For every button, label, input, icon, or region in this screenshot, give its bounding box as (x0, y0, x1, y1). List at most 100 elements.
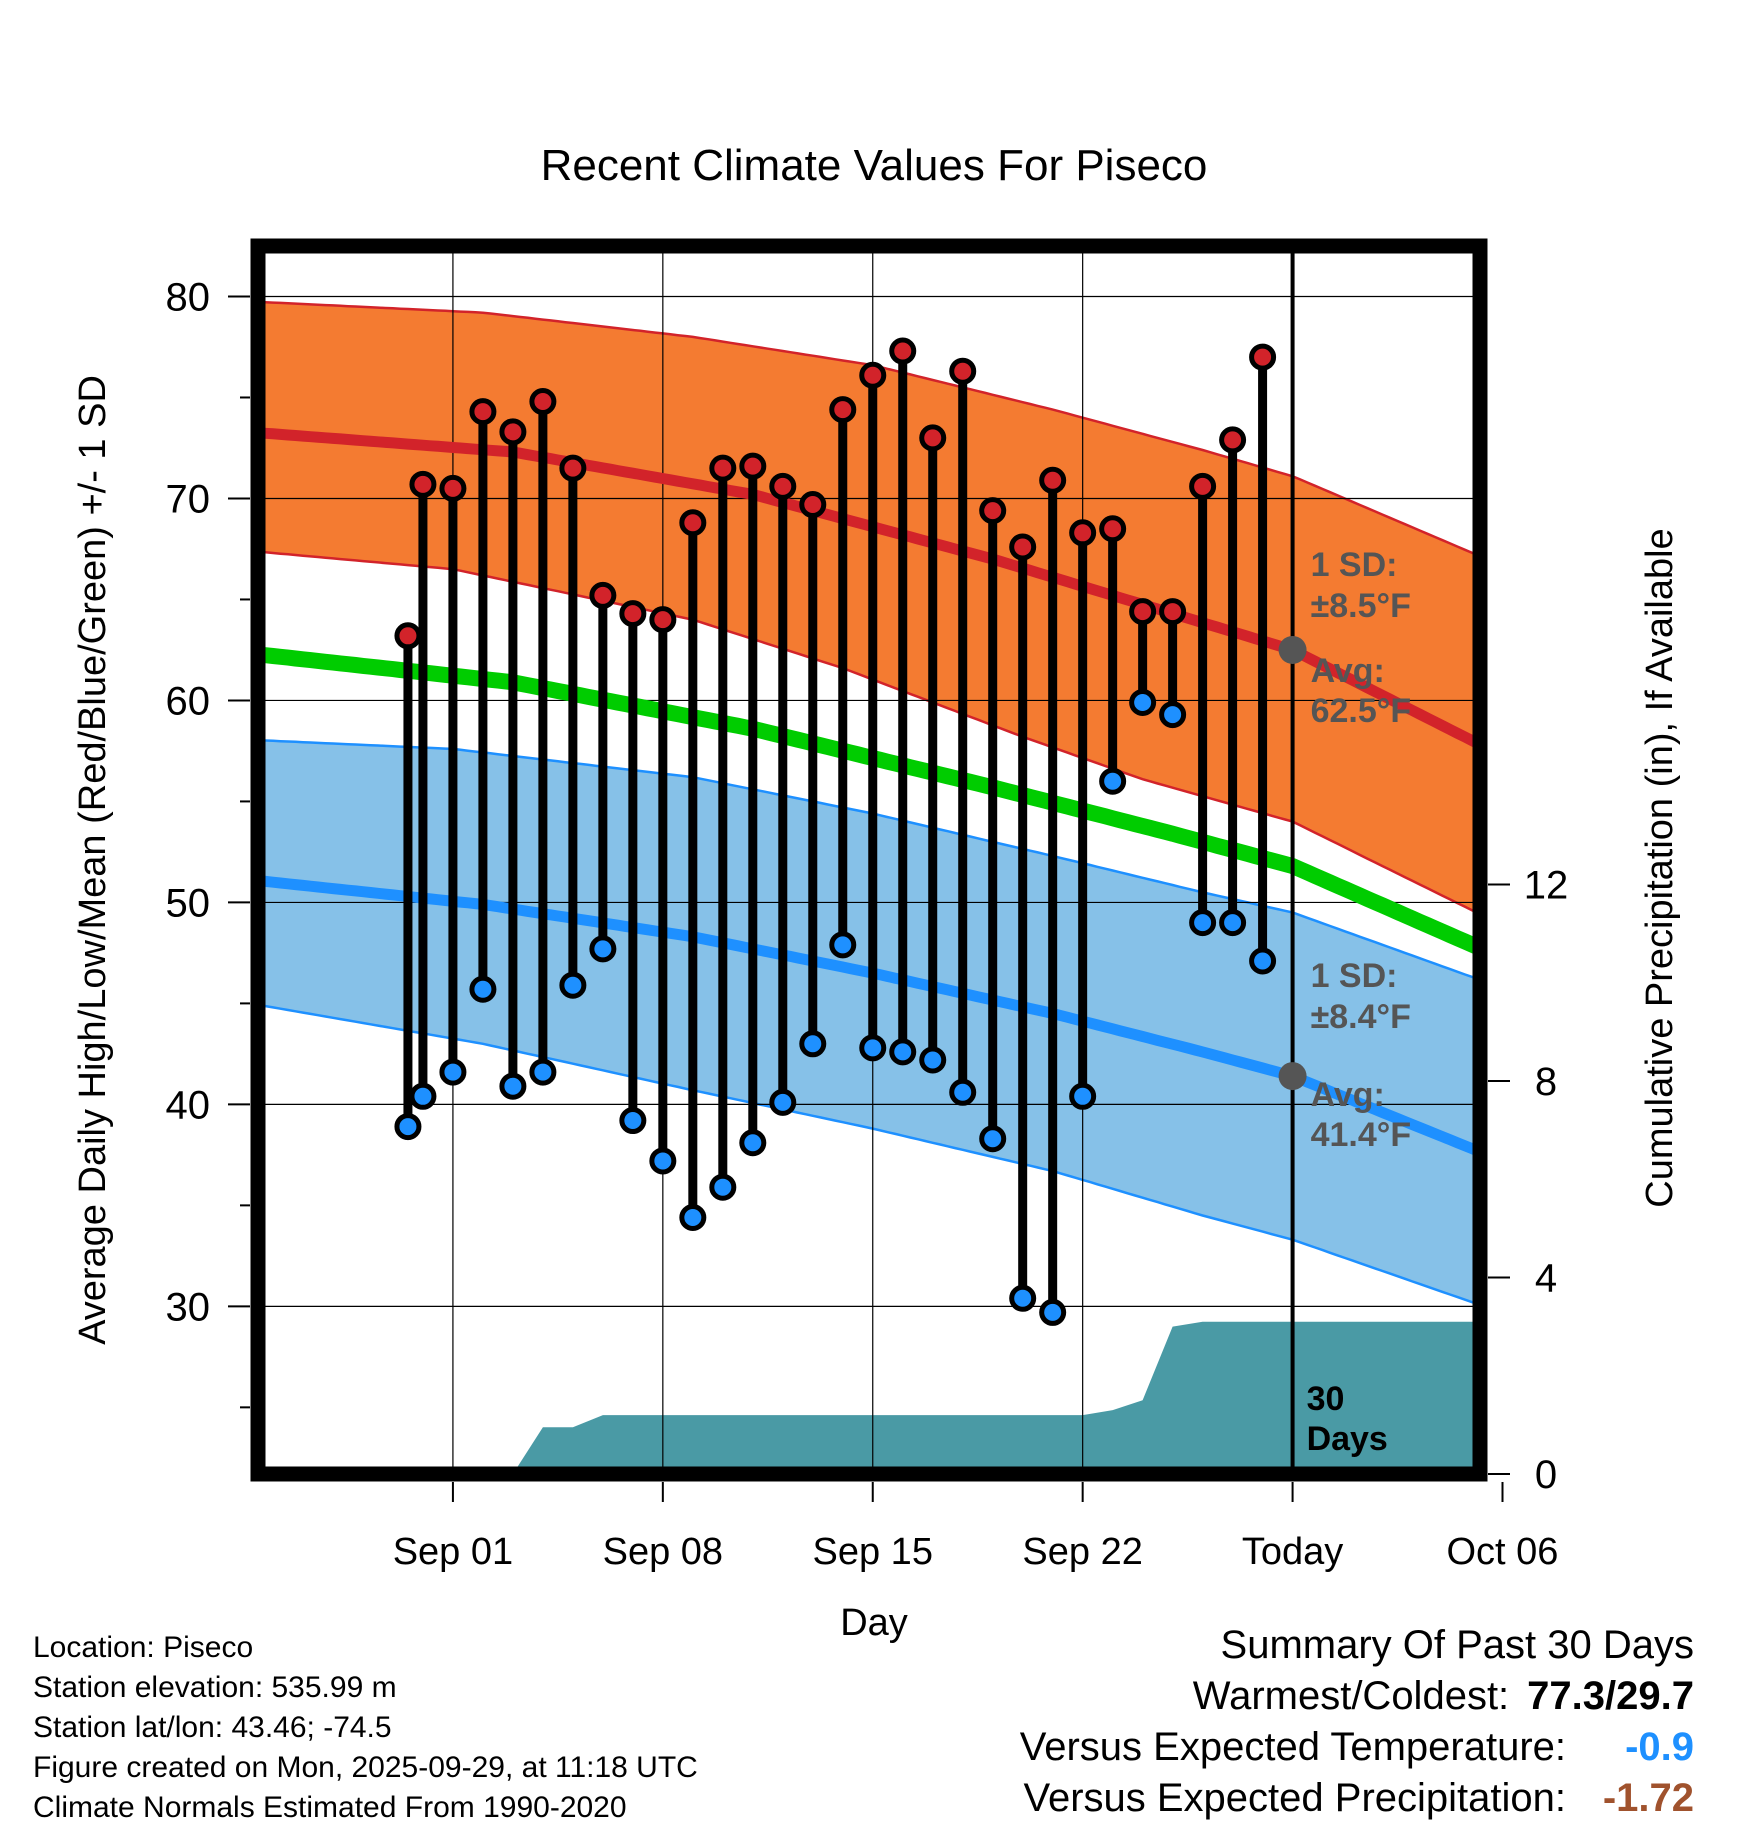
x-tick-label: Today (1242, 1531, 1343, 1573)
temp-value: -0.9 (1625, 1725, 1694, 1769)
low-marker (799, 1030, 827, 1058)
x-tick-label: Sep 15 (813, 1531, 933, 1573)
low-marker (679, 1203, 707, 1231)
high-marker (1009, 533, 1037, 561)
high-marker (1129, 598, 1157, 626)
high-marker (394, 622, 422, 650)
y-tick-label: 50 (166, 881, 211, 925)
high-marker (889, 337, 917, 365)
high-marker (679, 509, 707, 537)
low-marker (619, 1107, 647, 1135)
y-axis-label: Average Daily High/Low/Mean (Red/Blue/Gr… (72, 375, 114, 1345)
created-text: Figure created on Mon, 2025-09-29, at 11… (33, 1751, 698, 1784)
high-sd-value: ±8.5°F (1311, 587, 1411, 625)
low-avg-value: 41.4°F (1311, 1116, 1412, 1154)
chart-title: Recent Climate Values For Piseco (541, 141, 1208, 190)
high-marker (919, 424, 947, 452)
y2-tick-label: 0 (1535, 1453, 1557, 1497)
high-avg-label: Avg: (1311, 652, 1385, 690)
high-marker (439, 474, 467, 502)
summary-warm-cold-row: Warmest/Coldest: 77.3/29.7 (1020, 1671, 1694, 1722)
high-avg-today-marker (1278, 635, 1307, 664)
high-marker (649, 606, 677, 634)
low-avg-label: Avg: (1311, 1076, 1385, 1114)
low-marker (739, 1129, 767, 1157)
low-marker (889, 1038, 917, 1066)
y2-tick-label: 8 (1535, 1060, 1557, 1104)
station-info: Location: Piseco Station elevation: 535.… (33, 1628, 698, 1828)
x-tick-label: Sep 22 (1022, 1531, 1142, 1573)
low-marker (499, 1072, 527, 1100)
high-marker (589, 581, 617, 609)
summary-title: Summary Of Past 30 Days (1220, 1623, 1694, 1667)
low-marker (769, 1088, 797, 1116)
low-marker (859, 1034, 887, 1062)
high-marker (619, 600, 647, 628)
high-marker (739, 452, 767, 480)
x-tick-label: Sep 08 (603, 1531, 723, 1573)
precip-label: Versus Expected Precipitation: (1023, 1776, 1566, 1820)
low-marker (709, 1173, 737, 1201)
high-marker (1099, 515, 1127, 543)
low-marker (394, 1113, 422, 1141)
warm-cold-value: 77.3/29.7 (1527, 1674, 1694, 1718)
x-tick-label: Sep 01 (393, 1531, 513, 1573)
high-marker (1219, 426, 1247, 454)
y-tick-label: 30 (166, 1285, 211, 1329)
high-marker (829, 396, 857, 424)
high-marker (469, 398, 497, 426)
high-marker (769, 472, 797, 500)
high-marker (979, 497, 1007, 525)
warm-cold-label: Warmest/Coldest: (1192, 1674, 1510, 1718)
y2-axis-label: Cumulative Precipitation (in), If Availa… (1639, 528, 1681, 1207)
latlon-text: Station lat/lon: 43.46; -74.5 (33, 1711, 392, 1744)
low-marker (949, 1078, 977, 1106)
low-marker (979, 1125, 1007, 1153)
window-label-2: Days (1307, 1420, 1388, 1458)
high-marker (559, 454, 587, 482)
high-marker (1069, 519, 1097, 547)
y-tick-label: 80 (166, 275, 211, 319)
precip-value: -1.72 (1602, 1776, 1694, 1820)
high-marker (1159, 598, 1187, 626)
y-tick-label: 70 (166, 477, 211, 521)
y2-tick-label: 4 (1535, 1257, 1557, 1301)
low-marker (559, 971, 587, 999)
elevation-text: Station elevation: 535.99 m (33, 1671, 397, 1704)
plot-frame (250, 238, 1488, 1482)
precipitation-area (378, 1321, 1480, 1474)
high-marker (529, 388, 557, 416)
low-marker (1219, 909, 1247, 937)
low-marker (469, 975, 497, 1003)
high-marker (949, 357, 977, 385)
x-tick-label: Oct 06 (1447, 1531, 1559, 1573)
low-marker (649, 1147, 677, 1175)
y-tick-label: 40 (166, 1083, 211, 1127)
low-lower-edge (258, 1003, 1480, 1307)
low-marker (829, 931, 857, 959)
low-sd-label: 1 SD: (1311, 957, 1398, 995)
low-marker (1189, 909, 1217, 937)
low-marker (439, 1058, 467, 1086)
high-marker (799, 491, 827, 519)
summary-precip-row: Versus Expected Precipitation: -1.72 (1020, 1773, 1694, 1824)
low-marker (1039, 1298, 1067, 1326)
low-marker (1159, 701, 1187, 729)
low-marker (589, 935, 617, 963)
temp-label: Versus Expected Temperature: (1019, 1725, 1566, 1769)
high-sd-label: 1 SD: (1311, 546, 1398, 584)
low-marker (529, 1058, 557, 1086)
high-marker (1249, 343, 1277, 371)
high-marker (499, 418, 527, 446)
low-avg-today-marker (1278, 1062, 1307, 1091)
high-marker (1039, 466, 1067, 494)
high-marker (409, 470, 437, 498)
window-label: 30 (1307, 1380, 1345, 1418)
high-marker (1189, 472, 1217, 500)
low-sd-value: ±8.4°F (1311, 998, 1411, 1036)
x-axis-label: Day (840, 1602, 908, 1644)
low-marker (409, 1082, 437, 1110)
low-marker (919, 1046, 947, 1074)
